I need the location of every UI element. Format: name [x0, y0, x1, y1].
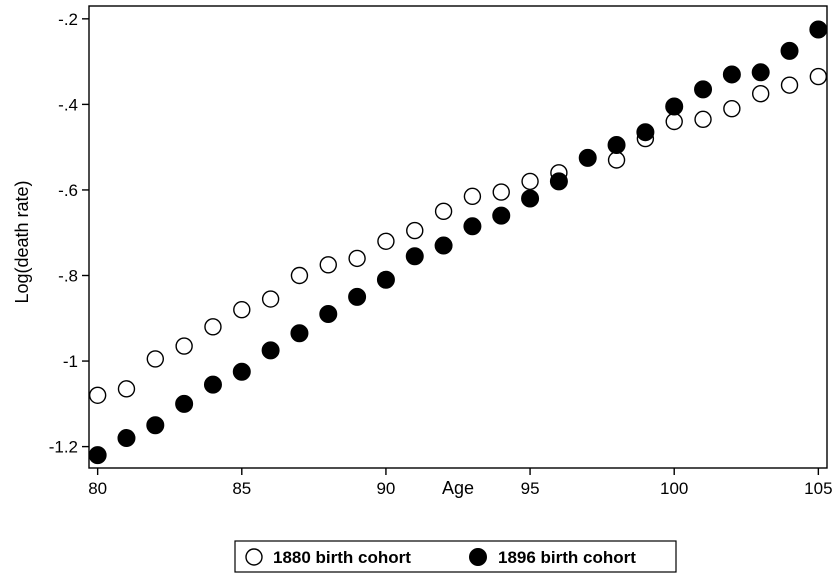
point-1896-cohort-age-83 [176, 395, 193, 412]
point-1880-cohort-age-90 [378, 233, 394, 249]
point-1880-cohort-age-93 [464, 188, 480, 204]
point-1896-cohort-age-87 [291, 325, 308, 342]
point-1896-cohort-age-81 [118, 430, 135, 447]
point-1896-cohort-age-101 [695, 81, 712, 98]
point-1880-cohort-age-84 [205, 319, 221, 335]
point-1896-cohort-age-84 [204, 376, 221, 393]
point-1880-cohort-age-105 [810, 69, 826, 85]
legend-marker-1880-cohort [246, 549, 262, 565]
x-tick-label: 95 [521, 479, 540, 498]
y-tick-label: -.4 [58, 95, 78, 114]
point-1880-cohort-age-81 [118, 381, 134, 397]
point-1896-cohort-age-99 [637, 124, 654, 141]
point-1896-cohort-age-97 [579, 149, 596, 166]
x-tick-label: 105 [804, 479, 832, 498]
point-1880-cohort-age-94 [493, 184, 509, 200]
point-1896-cohort-age-92 [435, 237, 452, 254]
point-1896-cohort-age-98 [608, 137, 625, 154]
point-1880-cohort-age-95 [522, 173, 538, 189]
point-1896-cohort-age-96 [550, 173, 567, 190]
y-tick-label: -.2 [58, 10, 78, 29]
point-1880-cohort-age-101 [695, 111, 711, 127]
x-tick-label: 100 [660, 479, 688, 498]
point-1880-cohort-age-91 [407, 223, 423, 239]
point-1896-cohort-age-94 [493, 207, 510, 224]
point-1896-cohort-age-91 [406, 248, 423, 265]
point-1896-cohort-age-90 [377, 271, 394, 288]
point-1896-cohort-age-102 [723, 66, 740, 83]
legend-marker-1896-cohort [470, 549, 487, 566]
point-1880-cohort-age-87 [291, 268, 307, 284]
x-tick-label: 85 [232, 479, 251, 498]
legend-label-1896-cohort: 1896 birth cohort [498, 548, 636, 567]
point-1896-cohort-age-104 [781, 42, 798, 59]
point-1880-cohort-age-103 [753, 86, 769, 102]
point-1880-cohort-age-80 [90, 387, 106, 403]
point-1880-cohort-age-88 [320, 257, 336, 273]
point-1880-cohort-age-82 [147, 351, 163, 367]
point-1896-cohort-age-103 [752, 64, 769, 81]
point-1880-cohort-age-98 [609, 152, 625, 168]
y-tick-label: -1.2 [49, 438, 78, 457]
point-1880-cohort-age-100 [666, 114, 682, 130]
point-1896-cohort-age-89 [349, 288, 366, 305]
point-1880-cohort-age-89 [349, 250, 365, 266]
point-1880-cohort-age-86 [263, 291, 279, 307]
point-1896-cohort-age-95 [522, 190, 539, 207]
x-axis-title: Age [442, 478, 474, 498]
point-1880-cohort-age-83 [176, 338, 192, 354]
point-1896-cohort-age-93 [464, 218, 481, 235]
point-1896-cohort-age-86 [262, 342, 279, 359]
point-1880-cohort-age-102 [724, 101, 740, 117]
point-1896-cohort-age-85 [233, 363, 250, 380]
legend-label-1880-cohort: 1880 birth cohort [273, 548, 411, 567]
y-tick-label: -1 [63, 352, 78, 371]
point-1896-cohort-age-88 [320, 306, 337, 323]
point-1896-cohort-age-105 [810, 21, 827, 38]
point-1896-cohort-age-80 [89, 447, 106, 464]
point-1880-cohort-age-104 [782, 77, 798, 93]
x-tick-label: 90 [376, 479, 395, 498]
point-1896-cohort-age-100 [666, 98, 683, 115]
point-1880-cohort-age-85 [234, 302, 250, 318]
point-1880-cohort-age-92 [436, 203, 452, 219]
y-tick-label: -.8 [58, 267, 78, 286]
y-tick-label: -.6 [58, 181, 78, 200]
x-tick-label: 80 [88, 479, 107, 498]
legend: 1880 birth cohort 1896 birth cohort [235, 541, 676, 572]
y-axis-title: Log(death rate) [12, 180, 32, 303]
point-1896-cohort-age-82 [147, 417, 164, 434]
